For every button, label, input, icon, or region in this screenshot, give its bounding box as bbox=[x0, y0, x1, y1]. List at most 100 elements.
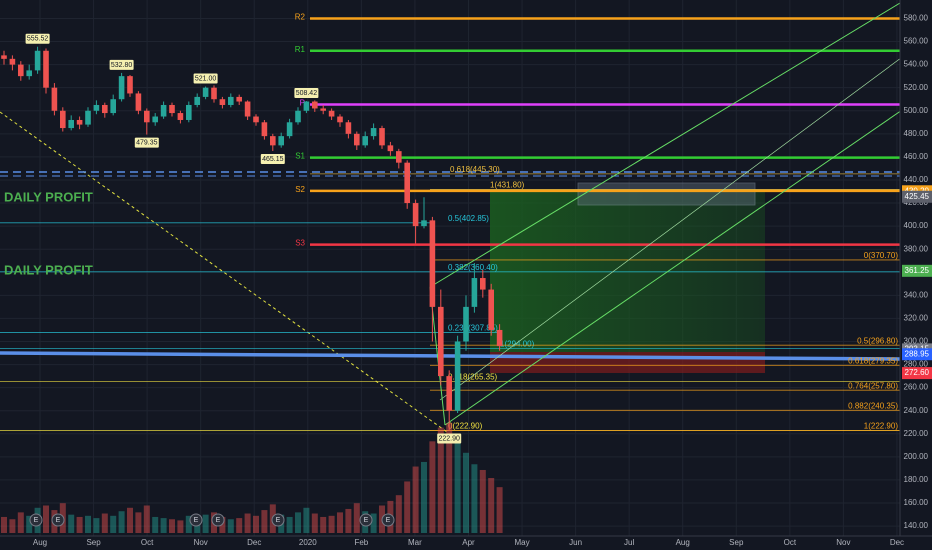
candle-body bbox=[118, 76, 125, 100]
x-tick-label: Mar bbox=[408, 538, 422, 547]
candle-body bbox=[404, 162, 410, 204]
volume-bar bbox=[261, 510, 268, 533]
y-tick-label: 220.00 bbox=[904, 429, 929, 438]
point-label-box bbox=[260, 153, 285, 164]
volume-bar bbox=[169, 519, 175, 533]
x-tick-label: Oct bbox=[141, 538, 154, 547]
volume-bar bbox=[286, 516, 293, 533]
volume-bar bbox=[17, 512, 24, 533]
event-label: E bbox=[276, 517, 281, 524]
volume-bar bbox=[185, 515, 192, 533]
fib-label: 0(370.70) bbox=[864, 251, 899, 260]
candle-body bbox=[438, 306, 444, 377]
volume-bar bbox=[404, 481, 411, 533]
event-label: E bbox=[386, 517, 391, 524]
volume-bar bbox=[370, 513, 377, 533]
volume-bar bbox=[110, 515, 117, 533]
y-tick-label: 520.00 bbox=[904, 83, 929, 92]
volume-bar bbox=[320, 516, 327, 533]
event-marker bbox=[51, 513, 65, 527]
volume-bar bbox=[337, 512, 343, 533]
candle-body bbox=[244, 101, 251, 117]
candle-body bbox=[337, 116, 343, 123]
volume-bar bbox=[496, 487, 503, 533]
y-tick-label: 200.00 bbox=[904, 452, 929, 461]
point-label: 508.42 bbox=[296, 90, 318, 97]
x-tick-label: May bbox=[514, 538, 529, 547]
price-tag-label: 288.95 bbox=[905, 349, 930, 358]
y-tick-label: 340.00 bbox=[904, 290, 929, 299]
candle-body bbox=[480, 278, 486, 290]
candles: 555.52 532.80 521.00 508.42 479.35 465.15 222.… bbox=[1, 33, 503, 533]
point-label: 555.52 bbox=[27, 36, 49, 43]
pivot-label: R2 bbox=[295, 13, 306, 22]
x-tick-label: Jun bbox=[569, 538, 582, 547]
point-label-box bbox=[437, 433, 462, 444]
volume-bar bbox=[446, 423, 453, 533]
x-tick-label: 2020 bbox=[299, 538, 317, 547]
candle-body bbox=[110, 99, 116, 114]
x-tick-label: Aug bbox=[676, 538, 690, 547]
y-tick-label: 480.00 bbox=[904, 129, 929, 138]
y-tick-label: 580.00 bbox=[904, 14, 929, 23]
event-label: E bbox=[56, 517, 61, 524]
price-tag bbox=[902, 367, 932, 380]
candle-body bbox=[186, 104, 192, 120]
point-label-box bbox=[193, 73, 218, 84]
candle-body bbox=[228, 96, 234, 105]
y-tick-label: 500.00 bbox=[904, 106, 929, 115]
fib-label: 0.5(296.80) bbox=[857, 336, 898, 345]
pivot-label: P bbox=[300, 99, 305, 108]
candle-body bbox=[26, 70, 32, 77]
candle-body bbox=[68, 119, 74, 129]
candle-body bbox=[169, 104, 175, 114]
y-tick-label: 440.00 bbox=[904, 175, 929, 184]
point-label-box bbox=[109, 59, 134, 70]
candle-body bbox=[454, 341, 461, 411]
candle-body bbox=[278, 136, 284, 146]
annotation: DAILY PROFIT bbox=[4, 189, 93, 204]
fib-label: 0.882(240.35) bbox=[848, 401, 898, 410]
x-tick-label: Oct bbox=[784, 538, 797, 547]
candle-body bbox=[1, 55, 7, 59]
pivot-label: S2 bbox=[295, 185, 305, 194]
volume-bar bbox=[127, 507, 133, 533]
event-marker bbox=[381, 513, 395, 527]
event-marker bbox=[359, 513, 373, 527]
volume-bar bbox=[303, 507, 310, 533]
candle-body bbox=[303, 101, 310, 111]
candle-body bbox=[488, 289, 494, 330]
candle-body bbox=[295, 110, 301, 123]
fib-label: 1(431.80) bbox=[490, 181, 525, 190]
pivot-label: S3 bbox=[295, 239, 305, 248]
candle-body bbox=[60, 110, 66, 129]
event-marker bbox=[271, 513, 285, 527]
volume-bar bbox=[152, 516, 159, 533]
event-marker bbox=[189, 513, 203, 527]
annotation: DAILY PROFIT bbox=[4, 262, 93, 277]
volume-bar bbox=[160, 518, 167, 533]
fib-label: 0.764(257.80) bbox=[848, 381, 898, 390]
candle-body bbox=[253, 116, 259, 123]
candle-body bbox=[320, 108, 326, 111]
y-tick-label: 460.00 bbox=[904, 152, 929, 161]
candle-body bbox=[152, 116, 158, 123]
candle-body bbox=[18, 64, 24, 77]
price-tag-label: 425.45 bbox=[905, 192, 930, 201]
fib-label: 0.118(265.35) bbox=[448, 373, 498, 382]
candle-body bbox=[496, 329, 503, 347]
pivot-label: S1 bbox=[295, 152, 305, 161]
volume-bar bbox=[488, 478, 495, 533]
fib-label: 0.5(402.85) bbox=[448, 214, 489, 223]
x-tick-label: Dec bbox=[890, 538, 904, 547]
volume-bar bbox=[253, 515, 259, 533]
candle-body bbox=[160, 104, 167, 117]
volume-bar bbox=[479, 469, 486, 533]
volume-bar bbox=[227, 519, 234, 533]
volume-bar bbox=[244, 513, 251, 533]
candle-body bbox=[328, 110, 335, 117]
point-label: 465.15 bbox=[262, 156, 284, 163]
volume-bar bbox=[345, 508, 352, 533]
candle-body bbox=[202, 87, 209, 97]
